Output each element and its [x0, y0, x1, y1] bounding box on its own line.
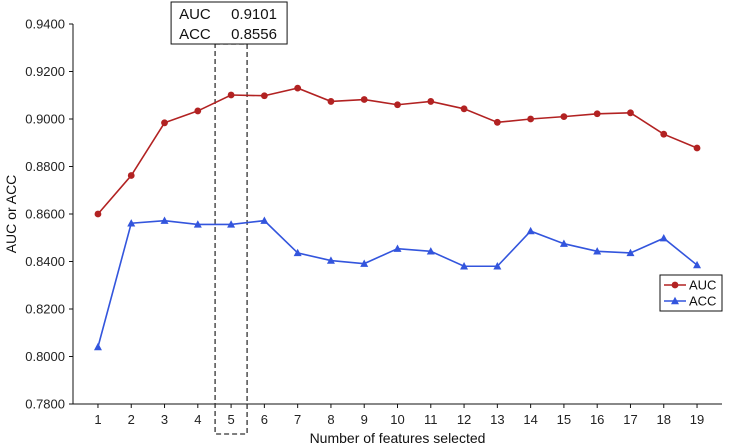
y-tick-label: 0.9200: [25, 64, 65, 79]
data-point-acc[interactable]: [326, 256, 335, 264]
data-point-auc[interactable]: [493, 118, 501, 126]
x-tick-label: 15: [557, 412, 571, 427]
data-point-acc[interactable]: [659, 234, 668, 242]
data-point-acc[interactable]: [426, 247, 435, 255]
x-tick-label: 16: [590, 412, 604, 427]
y-tick-label: 0.8600: [25, 207, 65, 222]
data-point-acc[interactable]: [127, 219, 136, 227]
y-tick-label: 0.8400: [25, 254, 65, 269]
y-tick-label: 0.8200: [25, 302, 65, 317]
x-tick-label: 2: [128, 412, 135, 427]
data-point-auc[interactable]: [593, 110, 601, 118]
data-point-auc[interactable]: [394, 101, 401, 109]
annotation-acc-label: ACC: [179, 26, 211, 43]
data-point-auc[interactable]: [560, 113, 568, 121]
x-tick-label: 19: [690, 412, 704, 427]
annotation-auc-label: AUC: [179, 6, 211, 23]
data-point-auc[interactable]: [94, 210, 102, 218]
series-auc: [94, 84, 701, 218]
x-tick-label: 1: [94, 412, 101, 427]
x-tick-label: 4: [194, 412, 201, 427]
data-point-acc[interactable]: [227, 220, 236, 228]
x-tick-label: 5: [227, 412, 234, 427]
series-line-acc: [97, 219, 698, 348]
annotation-acc-value: 0.8556: [231, 26, 277, 43]
data-point-auc[interactable]: [627, 109, 634, 117]
data-point-auc[interactable]: [127, 172, 135, 179]
data-point-auc[interactable]: [227, 91, 235, 99]
x-tick-label: 9: [361, 412, 368, 427]
x-tick-label: 3: [161, 412, 168, 427]
x-tick-label: 11: [424, 412, 438, 427]
data-point-auc[interactable]: [360, 96, 368, 103]
data-point-acc[interactable]: [526, 226, 535, 235]
x-tick-label: 6: [261, 412, 268, 427]
y-tick-label: 0.7800: [25, 397, 65, 412]
legend-label: ACC: [689, 294, 716, 309]
data-point-acc[interactable]: [559, 239, 568, 247]
x-axis-label: Number of features selected: [310, 430, 486, 444]
series-acc: [93, 216, 702, 351]
data-point-acc[interactable]: [160, 216, 169, 224]
data-point-auc[interactable]: [527, 115, 535, 123]
legend-marker-circle: [671, 281, 679, 289]
highlight-region: [214, 43, 248, 435]
data-point-acc[interactable]: [493, 262, 502, 270]
axes: [69, 23, 722, 408]
data-point-acc[interactable]: [193, 220, 202, 228]
legend-marker-triangle: [671, 296, 679, 305]
y-tick-label: 0.9400: [25, 17, 65, 32]
data-point-acc[interactable]: [460, 262, 469, 270]
data-point-auc[interactable]: [427, 98, 435, 105]
y-axis-label: AUC or ACC: [3, 175, 19, 254]
annotation-auc-value: 0.9101: [231, 6, 277, 23]
data-point-auc[interactable]: [260, 92, 268, 100]
data-point-acc[interactable]: [626, 248, 635, 257]
x-tick-label: 8: [327, 412, 334, 427]
legend-label: AUC: [689, 278, 716, 293]
data-point-acc[interactable]: [260, 216, 269, 224]
series-group: [93, 84, 702, 351]
y-tick-label: 0.9000: [25, 112, 65, 127]
x-tick-label: 7: [294, 412, 301, 427]
x-tick-label: 12: [457, 412, 471, 427]
x-tick-labels: 1 2 3 4 5 6 7 8 9 10 11 12 13 14 15 16 17 18 19: [94, 412, 704, 427]
y-tick-labels: 0.7800 0.8000 0.8200 0.8400 0.8600 0.8800 0.90…: [25, 17, 65, 412]
data-point-auc[interactable]: [660, 130, 668, 138]
data-point-auc[interactable]: [327, 98, 335, 105]
y-tick-label: 0.8800: [25, 159, 65, 174]
legend-item-auc[interactable]: AUC: [664, 278, 716, 293]
x-tick-label: 13: [490, 412, 504, 427]
annotation-frame: [170, 1, 288, 45]
data-point-auc[interactable]: [460, 105, 468, 113]
highlight-dashed-rect: [214, 43, 248, 435]
legend-item-acc[interactable]: ACC: [664, 294, 716, 309]
data-point-acc[interactable]: [393, 244, 402, 252]
x-tick-label: 10: [390, 412, 404, 427]
data-point-acc[interactable]: [293, 248, 302, 257]
data-point-acc[interactable]: [360, 259, 369, 267]
x-tick-label: 18: [657, 412, 671, 427]
data-point-acc[interactable]: [93, 342, 102, 351]
y-tick-label: 0.8000: [25, 349, 65, 364]
data-point-auc[interactable]: [693, 144, 701, 152]
x-tick-label: 14: [523, 412, 537, 427]
data-point-acc[interactable]: [593, 247, 602, 255]
annotation-box: AUC 0.9101 ACC 0.8556: [170, 1, 288, 45]
legend-frame: [659, 274, 723, 312]
data-point-auc[interactable]: [294, 84, 302, 92]
data-point-acc[interactable]: [693, 260, 702, 269]
x-tick-label: 17: [623, 412, 637, 427]
data-point-auc[interactable]: [161, 119, 168, 127]
data-point-auc[interactable]: [194, 107, 202, 115]
